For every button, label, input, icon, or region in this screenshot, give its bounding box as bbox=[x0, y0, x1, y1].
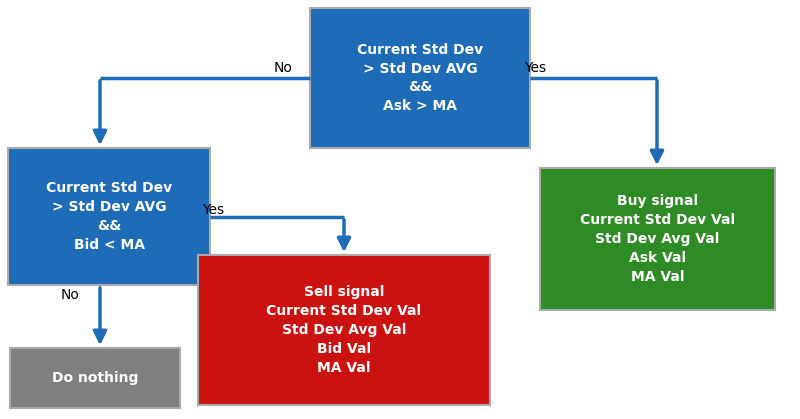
Text: No: No bbox=[274, 61, 293, 75]
Text: Buy signal
Current Std Dev Val
Std Dev Avg Val
Ask Val
MA Val: Buy signal Current Std Dev Val Std Dev A… bbox=[580, 194, 735, 284]
FancyBboxPatch shape bbox=[8, 148, 210, 285]
Text: Sell signal
Current Std Dev Val
Std Dev Avg Val
Bid Val
MA Val: Sell signal Current Std Dev Val Std Dev … bbox=[266, 285, 422, 375]
FancyBboxPatch shape bbox=[10, 348, 180, 408]
Text: Yes: Yes bbox=[524, 61, 546, 75]
FancyBboxPatch shape bbox=[198, 255, 490, 405]
Text: Current Std Dev
> Std Dev AVG
&&
Ask > MA: Current Std Dev > Std Dev AVG && Ask > M… bbox=[357, 43, 483, 114]
FancyBboxPatch shape bbox=[310, 8, 530, 148]
Text: Do nothing: Do nothing bbox=[52, 371, 138, 385]
Text: Yes: Yes bbox=[202, 203, 224, 217]
Text: No: No bbox=[61, 288, 79, 302]
Text: Current Std Dev
> Std Dev AVG
&&
Bid < MA: Current Std Dev > Std Dev AVG && Bid < M… bbox=[46, 181, 172, 252]
FancyBboxPatch shape bbox=[540, 168, 775, 310]
